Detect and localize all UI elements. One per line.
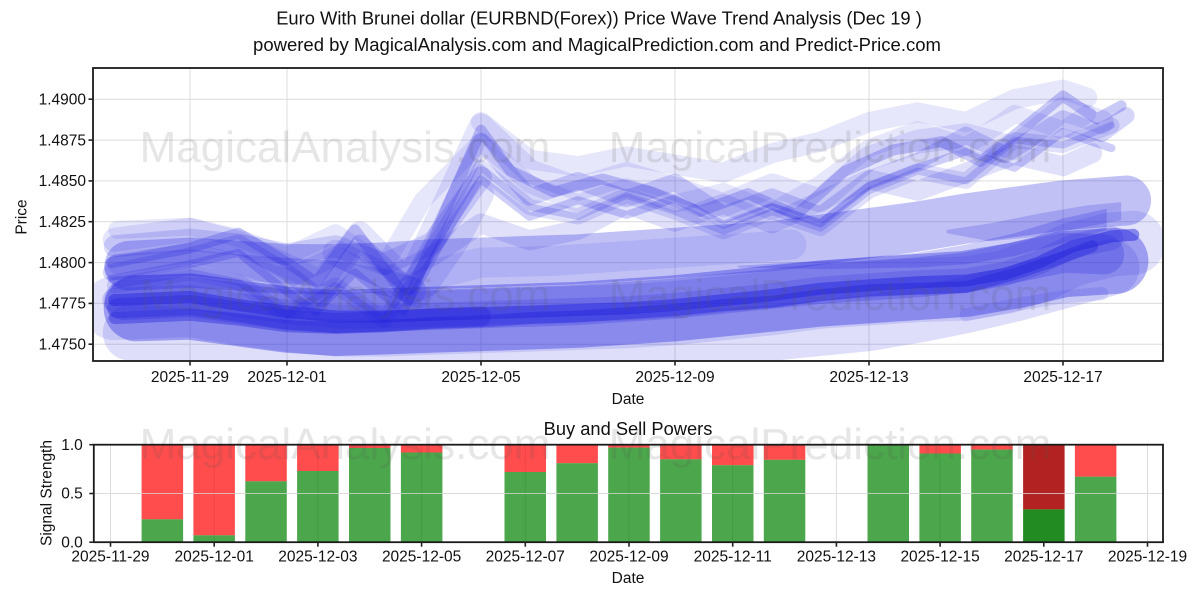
svg-text:Price: Price: [14, 199, 31, 234]
svg-text:2025-12-15: 2025-12-15: [900, 549, 979, 566]
svg-text:MagicalAnalysis.com: MagicalAnalysis.com: [140, 123, 551, 172]
svg-text:2025-12-05: 2025-12-05: [441, 369, 520, 386]
svg-text:0.0: 0.0: [61, 534, 83, 551]
svg-text:Signal Strength: Signal Strength: [39, 440, 56, 546]
svg-text:1.4800: 1.4800: [39, 255, 87, 272]
svg-text:Euro With Brunei dollar (EURBN: Euro With Brunei dollar (EURBND(Forex)) …: [276, 8, 922, 29]
svg-text:Date: Date: [612, 391, 645, 408]
svg-text:MagicalPrediction.com: MagicalPrediction.com: [609, 123, 1052, 172]
svg-text:2025-12-01: 2025-12-01: [247, 369, 326, 386]
svg-text:2025-12-13: 2025-12-13: [829, 369, 908, 386]
svg-text:2025-12-11: 2025-12-11: [694, 549, 772, 566]
svg-text:1.4900: 1.4900: [39, 92, 87, 109]
svg-text:2025-12-01: 2025-12-01: [175, 549, 254, 566]
svg-text:2025-12-03: 2025-12-03: [278, 549, 357, 566]
svg-text:1.4750: 1.4750: [39, 336, 87, 353]
svg-text:2025-12-05: 2025-12-05: [382, 549, 461, 566]
svg-text:Date: Date: [612, 570, 645, 587]
svg-text:2025-12-07: 2025-12-07: [486, 549, 565, 566]
svg-text:MagicalAnalysis.com: MagicalAnalysis.com: [140, 271, 551, 320]
svg-text:1.4875: 1.4875: [39, 132, 86, 149]
svg-text:2025-12-17: 2025-12-17: [1004, 549, 1083, 566]
svg-text:1.4850: 1.4850: [39, 173, 87, 190]
svg-text:powered by MagicalAnalysis.com: powered by MagicalAnalysis.com and Magic…: [253, 34, 941, 55]
svg-text:1.4825: 1.4825: [39, 214, 86, 231]
svg-text:2025-12-09: 2025-12-09: [635, 369, 714, 386]
svg-text:2025-11-29: 2025-11-29: [151, 369, 229, 386]
svg-text:0.5: 0.5: [61, 486, 83, 503]
svg-text:MagicalPrediction.com: MagicalPrediction.com: [609, 271, 1052, 320]
svg-text:2025-12-13: 2025-12-13: [797, 549, 876, 566]
svg-text:1.0: 1.0: [61, 437, 83, 454]
svg-text:Buy and Sell Powers: Buy and Sell Powers: [544, 418, 713, 439]
svg-text:2025-12-19: 2025-12-19: [1108, 549, 1187, 566]
svg-text:2025-12-09: 2025-12-09: [589, 549, 668, 566]
svg-text:2025-11-29: 2025-11-29: [71, 549, 149, 566]
svg-text:2025-12-17: 2025-12-17: [1023, 369, 1102, 386]
svg-text:1.4775: 1.4775: [39, 296, 86, 313]
